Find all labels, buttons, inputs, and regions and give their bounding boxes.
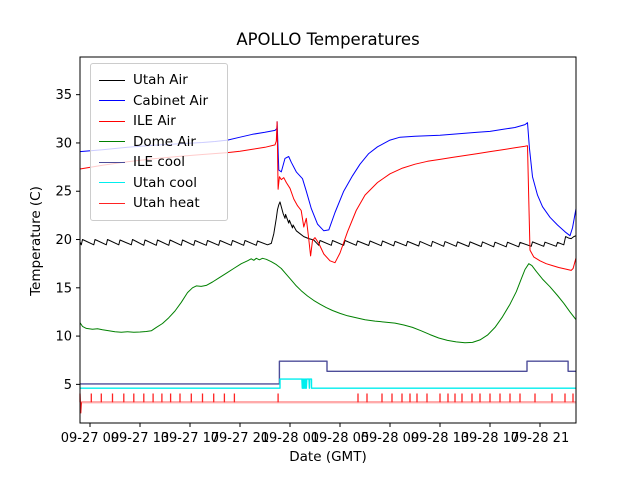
legend-label: ILE Air — [133, 113, 176, 130]
x-axis-label: Date (GMT) — [289, 449, 367, 465]
x-tick-label: 09-28 09 — [361, 431, 419, 446]
legend: Utah Air Cabinet Air ILE Air Dome Air IL… — [90, 63, 228, 221]
legend-line-ile-cool — [99, 161, 125, 163]
legend-label: Cabinet Air — [133, 92, 209, 109]
series-line-utah-air — [79, 201, 577, 248]
x-tick-label: 09-28 21 — [511, 431, 569, 446]
legend-item-utah-air: Utah Air — [99, 70, 219, 91]
legend-line-cabinet-air — [99, 100, 125, 102]
y-tick-label: 5 — [64, 378, 72, 393]
legend-line-utah-cool — [99, 182, 125, 184]
y-tick-label: 25 — [55, 185, 72, 200]
chart-title: APOLLO Temperatures — [236, 30, 420, 49]
legend-item-utah-cool: Utah cool — [99, 173, 219, 194]
x-tick-label: 09-27 09 — [61, 431, 119, 446]
y-tick-label: 20 — [55, 233, 72, 248]
x-tick-label: 09-27 21 — [211, 431, 269, 446]
x-tick-label: 09-28 17 — [461, 431, 519, 446]
y-tick-label: 35 — [55, 88, 72, 103]
series-line-utah-cool — [80, 378, 576, 389]
legend-item-utah-heat: Utah heat — [99, 193, 219, 214]
x-tick-label: 09-28 13 — [411, 431, 469, 446]
legend-item-ile-air: ILE Air — [99, 111, 219, 132]
legend-label: Utah Air — [133, 72, 188, 89]
legend-line-utah-air — [99, 79, 125, 81]
legend-item-ile-cool: ILE cool — [99, 152, 219, 173]
x-tick-label: 09-27 13 — [111, 431, 169, 446]
series-line-cabinet-air — [79, 121, 577, 237]
series-line-ile-cool — [80, 360, 576, 385]
y-tick-label: 15 — [55, 281, 72, 296]
legend-line-utah-heat — [99, 202, 125, 204]
legend-line-ile-air — [99, 120, 125, 122]
legend-label: Utah heat — [133, 195, 200, 212]
x-tick-label: 09-27 17 — [161, 431, 219, 446]
y-tick-label: 10 — [55, 330, 72, 345]
legend-label: Dome Air — [133, 133, 196, 150]
y-tick-label: 30 — [55, 136, 72, 151]
legend-label: ILE cool — [133, 154, 186, 171]
legend-label: Utah cool — [133, 174, 197, 191]
legend-item-cabinet-air: Cabinet Air — [99, 91, 219, 112]
y-axis-label: Temperature (C) — [28, 186, 44, 296]
legend-item-dome-air: Dome Air — [99, 132, 219, 153]
x-tick-label: 09-28 01 — [261, 431, 319, 446]
series-line-dome-air — [79, 257, 577, 344]
legend-line-dome-air — [99, 141, 125, 143]
series-line-ile-air — [79, 121, 577, 271]
x-tick-label: 09-28 05 — [311, 431, 369, 446]
